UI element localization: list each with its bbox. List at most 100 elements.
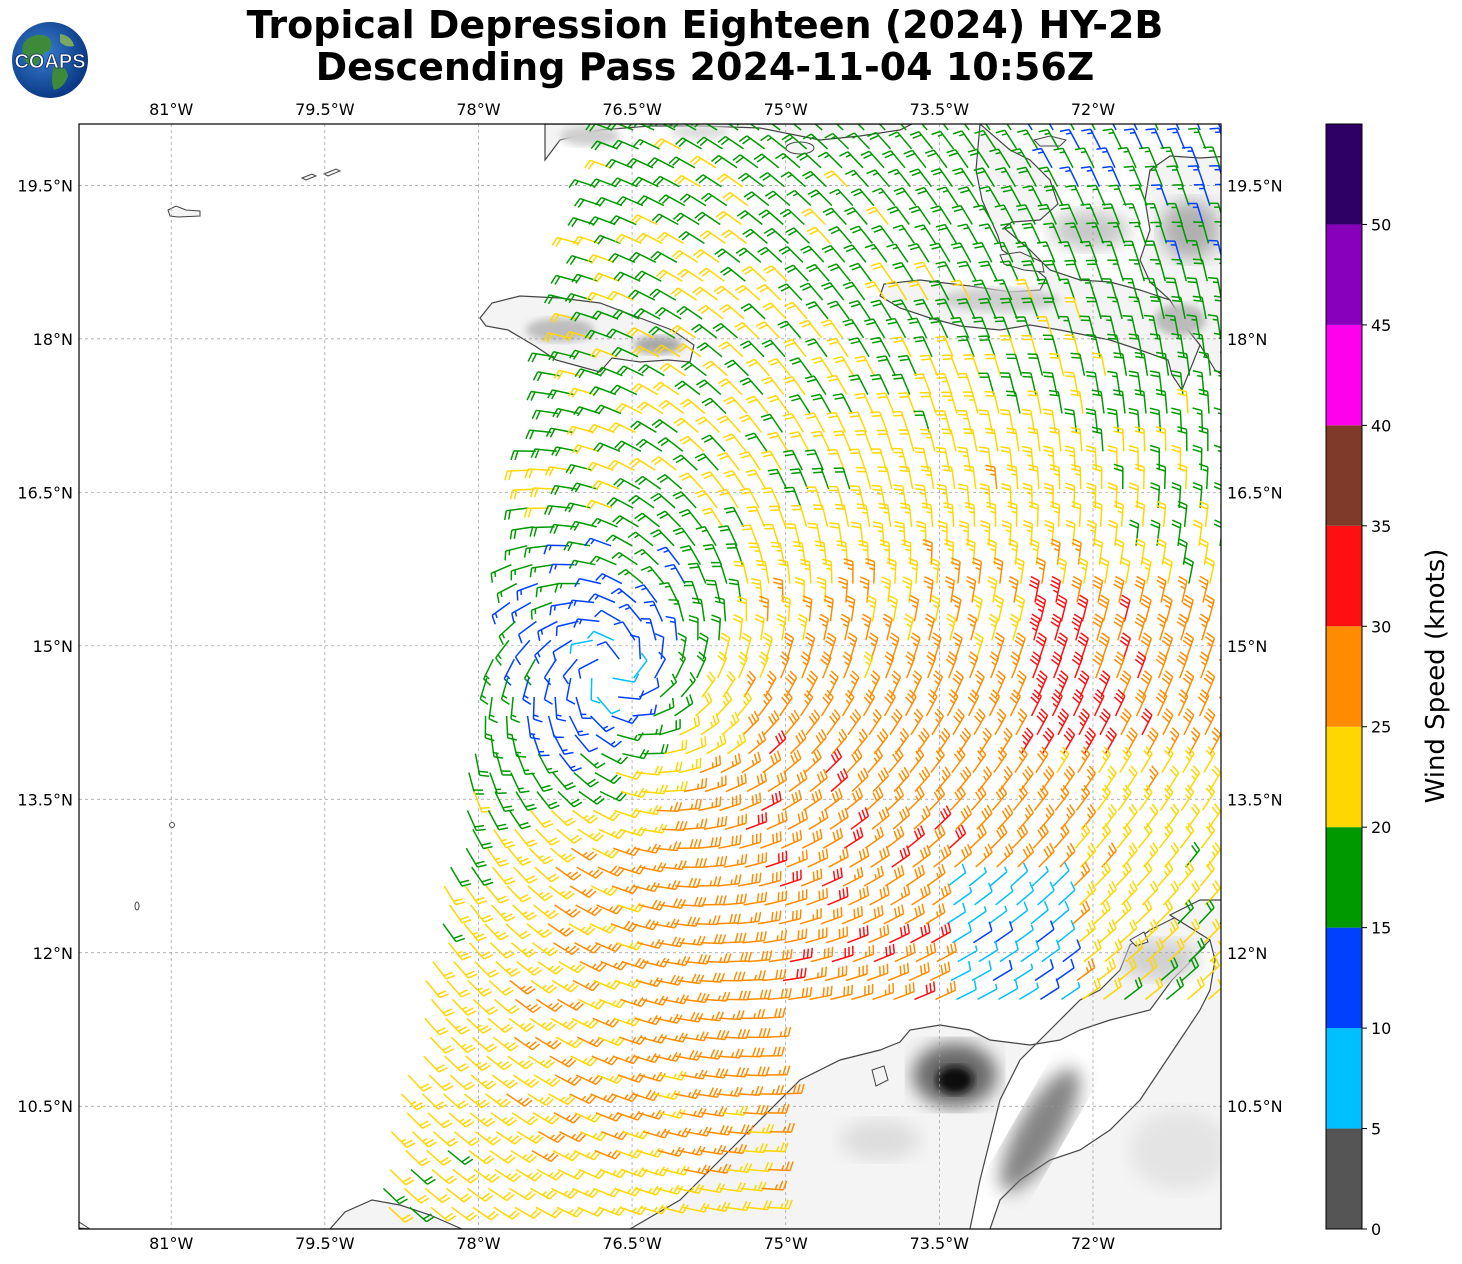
wind-barb <box>909 130 934 150</box>
wind-barb <box>658 194 686 207</box>
wind-barb <box>824 132 850 150</box>
colorbar-tick-label: 25 <box>1371 718 1391 737</box>
wind-barb <box>753 153 780 169</box>
wind-barb <box>864 243 888 263</box>
wind-barb <box>800 245 825 263</box>
wind-barb <box>821 244 846 263</box>
wind-barb <box>1144 202 1162 225</box>
wind-barb <box>1187 202 1205 225</box>
wind-barb <box>715 210 742 226</box>
wind-barb <box>974 129 997 150</box>
wind-barb <box>608 252 636 263</box>
wind-barb <box>1096 147 1116 169</box>
wind-barb <box>994 204 1015 225</box>
colorbar-bin <box>1326 1128 1362 1229</box>
wind-barb <box>1017 129 1039 150</box>
wind-barb <box>712 124 739 131</box>
wind-barb <box>1032 147 1053 169</box>
wind-barb <box>584 159 612 170</box>
wind-barb <box>678 231 705 245</box>
wind-barb <box>1059 128 1081 150</box>
wind-barb <box>1188 127 1207 150</box>
wind-barb <box>1048 124 1054 131</box>
wind-barb <box>735 247 762 263</box>
wind-barb <box>1038 129 1060 150</box>
wind-barb <box>817 151 843 169</box>
colorbar-bin <box>1326 224 1362 325</box>
wind-barb <box>872 187 896 207</box>
wind-barb <box>921 124 928 131</box>
colorbar-bin <box>1326 525 1362 627</box>
wind-barb <box>711 154 738 169</box>
wind-barb <box>823 170 848 188</box>
wind-barb <box>632 138 660 150</box>
wind-barb <box>1080 203 1099 225</box>
wind-barb <box>779 208 805 226</box>
wind-barb <box>1209 127 1221 136</box>
wind-barb <box>1209 165 1221 176</box>
wind-barb <box>1181 146 1200 169</box>
wind-barb <box>616 196 644 207</box>
wind-barb <box>1065 184 1085 206</box>
wind-barb <box>887 168 912 188</box>
wind-barb <box>867 131 892 150</box>
wind-barb <box>822 207 847 226</box>
wind-barb <box>586 253 615 264</box>
wind-barb <box>1166 127 1186 150</box>
wind-barb <box>1139 146 1158 169</box>
title-line-2: Descending Pass 2024-11-04 10:56Z <box>315 45 1095 89</box>
wind-barb <box>1059 203 1078 225</box>
wind-barb <box>807 189 833 207</box>
wind-barb <box>881 150 906 169</box>
wind-barb <box>714 248 741 263</box>
wind-barb <box>631 176 659 188</box>
wind-barb <box>802 170 827 188</box>
wind-barb <box>951 204 973 225</box>
colorbar-bin <box>1326 827 1362 928</box>
wind-barb <box>1037 166 1059 188</box>
wind-barb <box>1150 221 1168 244</box>
wind-barb <box>764 190 791 207</box>
wind-barb <box>1166 165 1185 187</box>
wind-barb <box>720 229 747 244</box>
colorbar-tick-label: 40 <box>1371 416 1391 435</box>
wind-barb <box>1154 124 1159 131</box>
wind-barb <box>757 246 783 263</box>
wind-barb <box>1010 148 1032 169</box>
colorbar-bin <box>1326 324 1362 426</box>
colorbar-tick-label: 15 <box>1371 919 1391 938</box>
wind-barb <box>635 232 663 245</box>
wind-barb <box>801 208 826 226</box>
wind-barb <box>1112 124 1117 131</box>
wind-barb <box>567 217 595 228</box>
wind-barb <box>1215 183 1221 190</box>
wind-barb <box>668 156 696 169</box>
wind-barb <box>1124 128 1144 150</box>
wind-barb <box>1016 166 1038 188</box>
wind-barb <box>935 223 958 244</box>
wind-barb <box>850 188 875 207</box>
wind-barb <box>656 231 684 245</box>
wind-barb <box>611 139 639 150</box>
wind-barb <box>903 149 927 169</box>
wind-barb <box>1145 165 1164 187</box>
colorbar-tick-label: 50 <box>1371 215 1391 234</box>
colorbar-tick-label: 30 <box>1371 617 1391 636</box>
wind-barb <box>778 246 804 263</box>
colorbar-bin <box>1326 425 1362 526</box>
wind-barb <box>589 178 617 189</box>
graticule <box>79 124 1221 1229</box>
wind-barb <box>931 130 955 150</box>
wind-barb <box>759 172 785 188</box>
wind-barb <box>779 124 802 131</box>
wind-barb <box>716 173 743 188</box>
wind-barb <box>781 133 808 150</box>
wind-barb <box>1187 165 1206 187</box>
wind-barb <box>995 129 1018 150</box>
wind-barb <box>605 158 633 169</box>
wind-barb <box>1086 184 1106 206</box>
wind-barb <box>1006 124 1012 131</box>
wind-barb <box>1166 202 1183 225</box>
